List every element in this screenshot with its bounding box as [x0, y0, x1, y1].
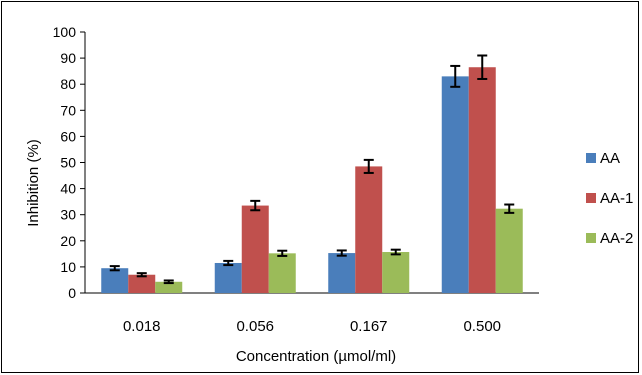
y-tick-label: 90	[60, 50, 76, 66]
y-tick-label: 70	[60, 102, 76, 118]
bars	[101, 67, 523, 294]
y-axis-label: Inhibition (%)	[25, 139, 42, 227]
bar-aa	[101, 268, 129, 293]
error-bars	[109, 54, 515, 285]
bar-aa-1	[355, 166, 383, 293]
bar-aa-1	[128, 274, 156, 293]
bar-aa-1	[468, 67, 496, 293]
legend-label-aa: AA	[600, 150, 620, 167]
y-tick-label: 20	[60, 233, 76, 249]
y-tick-label: 40	[60, 181, 76, 197]
x-tick-label: 0.500	[463, 318, 501, 335]
x-axis: 0.018 0.056 0.167 0.500	[85, 292, 539, 335]
y-tick-label: 60	[60, 128, 76, 144]
y-tick-label: 80	[60, 76, 76, 92]
bar-aa	[328, 253, 356, 293]
bar-aa-1	[241, 205, 269, 293]
legend-label-aa-1: AA-1	[600, 190, 633, 207]
y-tick-label: 0	[68, 285, 76, 301]
legend: AA AA-1 AA-2	[586, 150, 633, 247]
y-axis: 0 10 20 30 40 50 60 70 80 90 100	[53, 24, 86, 301]
legend-label-aa-2: AA-2	[600, 230, 633, 247]
bar-aa	[441, 76, 469, 294]
bar-aa-2	[382, 252, 410, 293]
legend-swatch-aa-2	[586, 233, 596, 243]
x-axis-label: Concentration (µmol/ml)	[236, 348, 396, 365]
y-tick-label: 30	[60, 207, 76, 223]
bar-aa-2	[268, 253, 296, 293]
x-tick-label: 0.018	[123, 318, 161, 335]
y-tick-label: 100	[53, 24, 77, 40]
y-tick-label: 50	[60, 155, 76, 171]
legend-swatch-aa	[586, 153, 596, 163]
legend-swatch-aa-1	[586, 193, 596, 203]
bar-aa-2	[495, 208, 523, 293]
x-tick-label: 0.056	[236, 318, 274, 335]
y-tick-label: 10	[60, 259, 76, 275]
x-tick-label: 0.167	[350, 318, 388, 335]
bar-aa	[214, 262, 242, 293]
bar-aa-2	[155, 281, 183, 293]
